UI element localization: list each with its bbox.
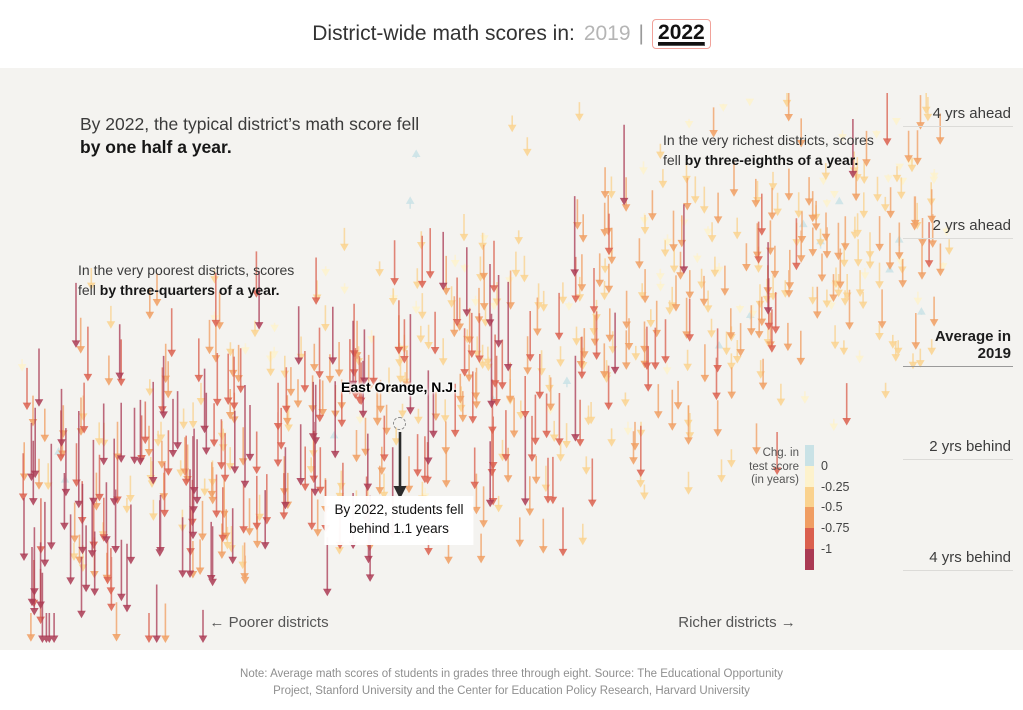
legend-title-line3: (in years) xyxy=(751,474,799,487)
annotation-poorest-line1: In the very poorest districts, scores xyxy=(78,262,295,278)
legend-tick-label: -0.25 xyxy=(821,479,850,494)
page-title: District-wide math scores in: xyxy=(312,22,575,45)
year-toggle-2022[interactable]: 2022 xyxy=(652,19,711,49)
gridline-2-yrs-ahead: 2 yrs ahead xyxy=(903,217,1013,239)
gridline-2-yrs-behind: 2 yrs behind xyxy=(903,438,1013,460)
source-note: Note: Average math scores of students in… xyxy=(0,666,1023,701)
annotation-headline-line2: by one half a year. xyxy=(80,137,232,158)
x-axis-label-poorer: ← Poorer districts xyxy=(209,614,329,631)
highlight-pointer-arrow-icon xyxy=(393,432,407,499)
legend-color-segment xyxy=(805,548,814,570)
year-toggle-2022-label: 2022 xyxy=(658,21,705,46)
chart-area: 4 yrs ahead 2 yrs ahead Average in 2019 … xyxy=(0,68,1023,650)
arrow-field xyxy=(17,93,954,643)
source-note-line1: Note: Average math scores of students in… xyxy=(240,668,783,680)
gridline-rule xyxy=(903,366,1013,367)
legend-color-segment xyxy=(805,507,814,529)
color-legend: Chg. in test score (in years) 0 -0.25 -0.5… xyxy=(733,445,865,570)
annotation-richest-line1: In the very richest districts, scores xyxy=(663,132,874,148)
legend-tick-label: 0 xyxy=(821,458,828,473)
gridline-average-2019: Average in 2019 xyxy=(903,328,1013,367)
gridline-4-yrs-behind: 4 yrs behind xyxy=(903,549,1013,571)
highlight-callout: By 2022, students fell behind 1.1 years xyxy=(324,496,474,546)
annotation-richest-line2-bold: by three-eighths of a year. xyxy=(684,151,859,168)
legend-title-line2: test score xyxy=(749,460,799,473)
axis-label-2-yrs-ahead: 2 yrs ahead xyxy=(932,217,1011,234)
legend-tick-labels: 0 -0.25 -0.5 -0.75 -1 xyxy=(821,445,865,570)
axis-label-4-yrs-behind: 4 yrs behind xyxy=(929,549,1011,566)
gridline-4-yrs-ahead: 4 yrs ahead xyxy=(903,105,1013,127)
gridline-rule xyxy=(903,459,1013,460)
year-toggle-separator: | xyxy=(638,22,645,45)
gridline-rule xyxy=(903,238,1013,239)
legend-color-segment xyxy=(805,486,814,508)
axis-label-2-yrs-behind: 2 yrs behind xyxy=(929,438,1011,455)
legend-color-segment xyxy=(805,528,814,549)
legend-tick-label: -0.75 xyxy=(821,521,850,536)
legend-color-segment xyxy=(805,445,814,466)
legend-title-line1: Chg. in xyxy=(762,447,799,459)
axis-label-average-2019: Average in 2019 xyxy=(934,328,1011,362)
gridline-rule xyxy=(903,570,1013,571)
legend-tick-label: -1 xyxy=(821,542,833,556)
header: District-wide math scores in: 2019 | 202… xyxy=(0,0,1023,68)
gridline-rule xyxy=(903,126,1013,127)
annotation-poorest: In the very poorest districts, scores fe… xyxy=(78,261,294,301)
legend-tick-label: -0.5 xyxy=(821,500,843,515)
source-note-line2: Project, Stanford University and the Cen… xyxy=(273,685,750,698)
legend-title: Chg. in test score (in years) xyxy=(733,445,799,488)
highlight-callout-line2: behind 1.1 years xyxy=(349,520,449,536)
axis-label-4-yrs-ahead: 4 yrs ahead xyxy=(932,105,1011,122)
legend-color-segment xyxy=(805,465,814,487)
annotation-headline: By 2022, the typical district’s math sco… xyxy=(80,113,419,159)
annotation-richest: In the very richest districts, scores fe… xyxy=(663,131,874,171)
x-axis-label-richer: Richer districts → xyxy=(678,614,796,631)
annotation-richest-line2-prefix: fell xyxy=(663,151,685,168)
highlight-callout-line1: By 2022, students fell xyxy=(334,502,464,517)
legend-color-bar xyxy=(805,445,814,570)
highlight-point-marker xyxy=(393,417,406,430)
annotation-poorest-line2-bold: by three-quarters of a year. xyxy=(99,281,280,298)
annotation-headline-line1: By 2022, the typical district’s math sco… xyxy=(80,114,420,134)
year-toggle-2019[interactable]: 2019 xyxy=(583,22,631,45)
highlight-district-label: East Orange, N.J. xyxy=(341,379,457,395)
annotation-poorest-line2-prefix: fell xyxy=(78,281,100,298)
